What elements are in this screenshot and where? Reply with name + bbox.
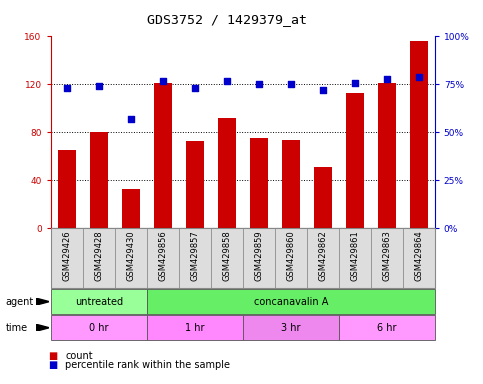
Text: GDS3752 / 1429379_at: GDS3752 / 1429379_at (147, 13, 307, 26)
Bar (243, 315, 339, 340)
Text: GSM429856: GSM429856 (158, 230, 167, 281)
Bar (51, 228, 83, 288)
Bar (314, 167, 331, 228)
Bar (147, 315, 243, 340)
Bar (371, 228, 403, 288)
Bar (186, 141, 203, 228)
Point (63, 85, 71, 91)
Bar (378, 83, 396, 228)
Bar (243, 228, 275, 288)
Bar (339, 228, 371, 288)
Bar (179, 228, 211, 288)
Bar (90, 132, 108, 228)
Bar (339, 315, 435, 340)
Text: untreated: untreated (75, 296, 123, 307)
Point (383, 76, 391, 82)
Text: concanavalin A: concanavalin A (254, 296, 328, 307)
Text: time: time (6, 323, 28, 333)
Text: 6 hr: 6 hr (377, 323, 397, 333)
Bar (147, 289, 435, 314)
Text: GSM429861: GSM429861 (350, 230, 359, 281)
Point (191, 85, 199, 91)
Text: GSM429858: GSM429858 (222, 230, 231, 281)
Point (287, 81, 295, 88)
Bar (211, 228, 242, 288)
Text: GSM429860: GSM429860 (286, 230, 295, 281)
Bar (122, 189, 140, 228)
Text: 1 hr: 1 hr (185, 323, 204, 333)
Bar (250, 139, 268, 228)
Bar (147, 228, 179, 288)
Bar (51, 289, 147, 314)
Bar (346, 93, 364, 228)
Bar (282, 140, 299, 228)
Text: GSM429857: GSM429857 (190, 230, 199, 281)
Bar (83, 228, 115, 288)
Bar (115, 228, 147, 288)
Text: agent: agent (6, 296, 34, 307)
Point (415, 74, 423, 80)
Polygon shape (36, 324, 49, 331)
Bar (275, 228, 307, 288)
Text: GSM429863: GSM429863 (382, 230, 391, 281)
Bar (218, 118, 236, 228)
Point (255, 81, 263, 88)
Point (95, 83, 102, 89)
Text: GSM429426: GSM429426 (62, 230, 71, 281)
Text: GSM429864: GSM429864 (414, 230, 423, 281)
Text: 3 hr: 3 hr (281, 323, 300, 333)
Bar (403, 228, 435, 288)
Text: GSM429430: GSM429430 (126, 230, 135, 281)
Text: GSM429428: GSM429428 (94, 230, 103, 281)
Text: GSM429859: GSM429859 (254, 230, 263, 281)
Bar (51, 315, 147, 340)
Text: ■: ■ (48, 351, 57, 361)
Bar (154, 83, 171, 228)
Text: count: count (65, 351, 93, 361)
Text: GSM429862: GSM429862 (318, 230, 327, 281)
Text: 0 hr: 0 hr (89, 323, 109, 333)
Point (127, 116, 135, 122)
Bar (58, 151, 75, 228)
Point (319, 87, 327, 93)
Point (351, 79, 358, 86)
Bar (410, 41, 427, 228)
Bar (307, 228, 339, 288)
Text: ■: ■ (48, 360, 57, 370)
Text: percentile rank within the sample: percentile rank within the sample (65, 360, 230, 370)
Polygon shape (36, 298, 49, 305)
Point (159, 78, 167, 84)
Point (223, 78, 230, 84)
